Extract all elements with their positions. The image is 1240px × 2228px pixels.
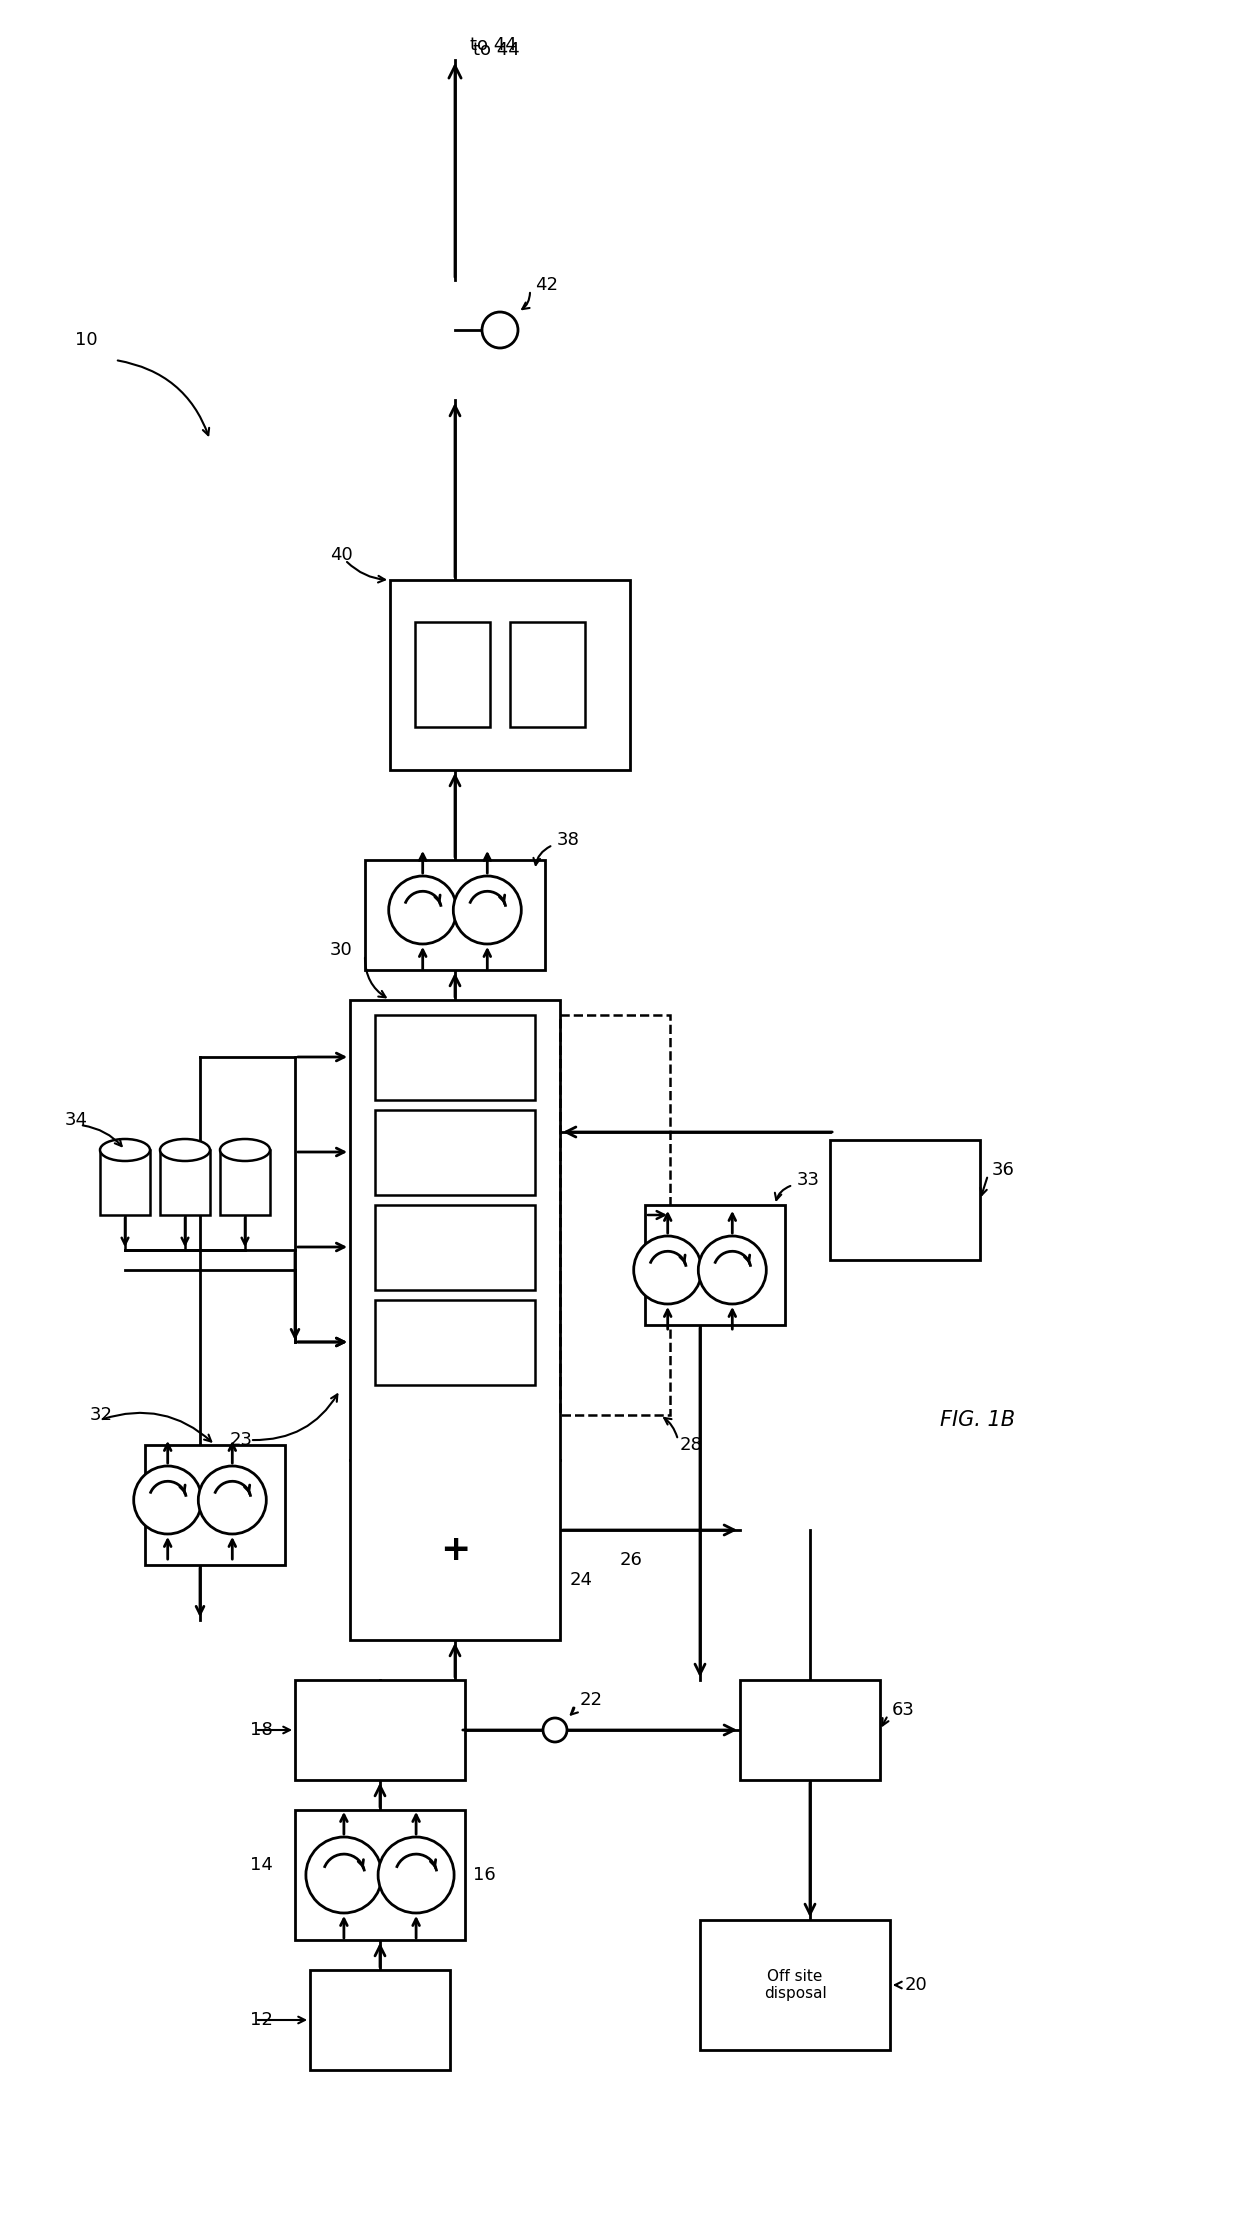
Ellipse shape [160, 1139, 210, 1161]
Bar [219, 1150, 270, 1214]
Text: 23: 23 [229, 1430, 253, 1448]
Circle shape [134, 1466, 202, 1535]
Text: to 44: to 44 [470, 36, 517, 53]
Text: 63: 63 [892, 1700, 915, 1720]
Bar [145, 1446, 285, 1564]
Text: 10: 10 [74, 332, 98, 350]
Text: 22: 22 [580, 1691, 603, 1709]
Circle shape [388, 876, 456, 945]
Text: 14: 14 [250, 1856, 273, 1874]
Bar [350, 1000, 560, 1640]
Bar [560, 1016, 670, 1415]
Bar [645, 1205, 785, 1326]
Circle shape [634, 1237, 702, 1303]
Bar [160, 1150, 210, 1214]
Circle shape [543, 1718, 567, 1742]
Text: 32: 32 [91, 1406, 113, 1424]
Text: +: + [440, 1533, 470, 1566]
Text: 28: 28 [680, 1437, 703, 1455]
Circle shape [454, 876, 521, 945]
Circle shape [378, 1838, 454, 1914]
Ellipse shape [100, 1139, 150, 1161]
Circle shape [482, 312, 518, 348]
Text: 40: 40 [330, 546, 352, 564]
Bar [510, 622, 585, 726]
Text: 36: 36 [992, 1161, 1014, 1179]
Bar [365, 860, 546, 969]
Bar [415, 622, 490, 726]
Bar [701, 1921, 890, 2050]
Bar [830, 1141, 980, 1261]
Text: 20: 20 [905, 1976, 928, 1994]
Bar [100, 1150, 150, 1214]
Text: 38: 38 [557, 831, 580, 849]
Text: FIG. 1B: FIG. 1B [940, 1410, 1016, 1430]
Bar [740, 1680, 880, 1780]
Bar [310, 1970, 450, 2070]
Ellipse shape [219, 1139, 270, 1161]
Text: 30: 30 [330, 940, 352, 958]
Text: 33: 33 [797, 1172, 820, 1190]
Text: 18: 18 [250, 1720, 273, 1740]
Bar [374, 1110, 534, 1194]
Bar [374, 1016, 534, 1101]
Text: 12: 12 [250, 2012, 273, 2030]
Text: 42: 42 [534, 276, 558, 294]
Circle shape [306, 1838, 382, 1914]
Bar [391, 579, 630, 771]
Circle shape [198, 1466, 267, 1535]
Text: 26: 26 [620, 1551, 642, 1569]
Bar [374, 1299, 534, 1386]
Text: 16: 16 [472, 1867, 496, 1885]
Circle shape [698, 1237, 766, 1303]
Text: to 44: to 44 [472, 40, 520, 58]
Bar [295, 1680, 465, 1780]
Bar [295, 1809, 465, 1941]
Text: 24: 24 [570, 1571, 593, 1589]
Bar [374, 1205, 534, 1290]
Text: Off site
disposal: Off site disposal [764, 1970, 826, 2001]
Text: 34: 34 [64, 1112, 88, 1130]
